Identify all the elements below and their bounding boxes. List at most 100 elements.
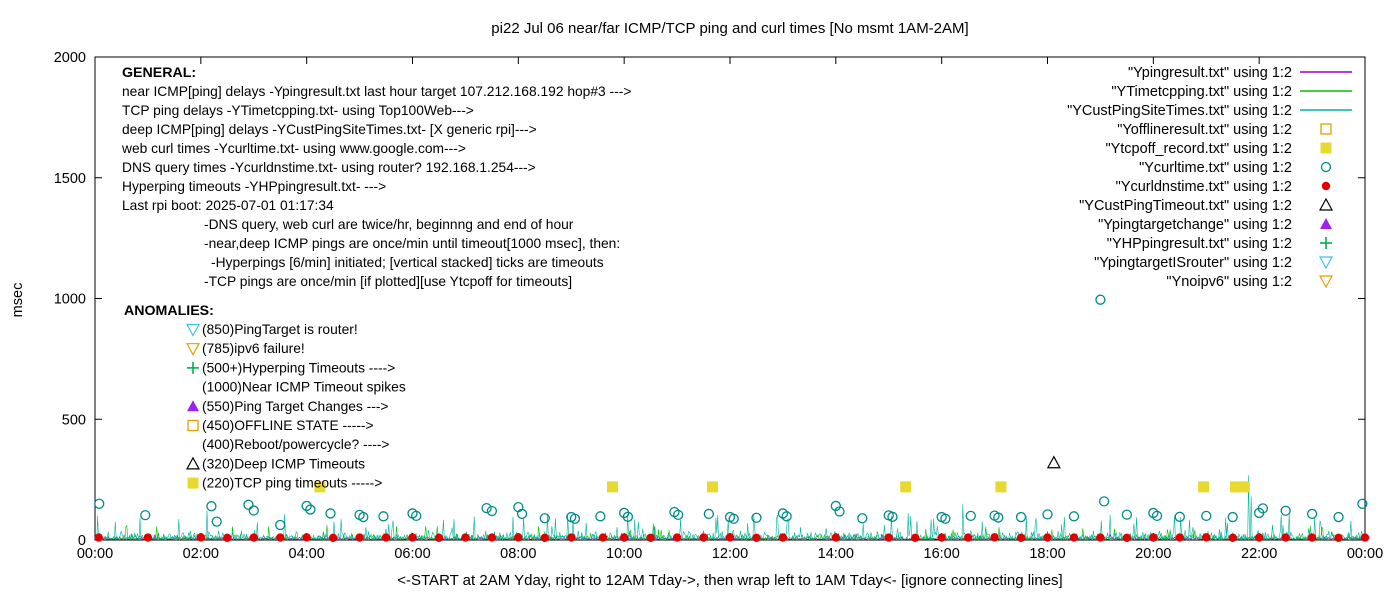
general-line: web curl times -Ycurltime.txt- using www…	[121, 141, 466, 156]
series-point-Ycurldnstime.txt	[598, 533, 608, 542]
series-point-Ycurltime.txt	[1015, 511, 1027, 523]
series-point-Ycurltime.txt	[305, 504, 316, 515]
series-point-Ytcpoff_record.txt	[900, 481, 912, 493]
series-point-Ycurldnstime.txt	[884, 533, 893, 542]
series-point-Ycurltime.txt	[1095, 294, 1106, 305]
series-point-Ycurldnstime.txt	[1281, 533, 1290, 542]
series-point-Ycurldnstime.txt	[1228, 533, 1237, 543]
series-point-Ycurldnstime.txt	[328, 533, 338, 543]
series-point-Ycurltime.txt	[1306, 508, 1318, 520]
x-tick-label: 18:00	[1029, 546, 1065, 562]
x-tick-label: 16:00	[924, 546, 960, 562]
legend-label: "Ynoipv6" using 1:2	[1166, 274, 1292, 290]
x-tick-label: 22:00	[1241, 546, 1277, 562]
anomaly-line: (1000)Near ICMP Timeout spikes	[202, 380, 406, 395]
general-line: Hyperping timeouts -YHPpingresult.txt- -…	[122, 179, 386, 194]
series-point-Ycurldnstime.txt	[434, 533, 444, 543]
series-point-Ycurldnstime.txt	[196, 533, 206, 542]
series-point-Ycurldnstime.txt	[990, 533, 999, 542]
series-point-Ycurltime.txt	[781, 511, 792, 522]
series-point-Ycurltime.txt	[301, 500, 312, 512]
legend-label: "YTimetcpping.txt" using 1:2	[1111, 84, 1292, 100]
series-point-Ycurltime.txt	[411, 510, 422, 521]
anomaly-line: (400)Reboot/powercycle? ---->	[202, 437, 389, 452]
x-tick-label: 12:00	[712, 546, 748, 562]
general-line: near ICMP[ping] delays -Ypingresult.txt …	[122, 84, 631, 99]
anomaly-key-square-open	[187, 419, 199, 432]
series-point-Ycurldnstime.txt	[143, 533, 153, 542]
general-line: -near,deep ICMP pings are once/min until…	[204, 236, 620, 251]
general-line: Last rpi boot: 2025-07-01 01:17:34	[122, 198, 334, 213]
legend-marker-sample	[1320, 161, 1332, 173]
series-point-Ycurltime.txt	[1280, 505, 1291, 516]
series-point-Ycurldnstime.txt	[1360, 533, 1370, 542]
legend-label: "Ytcpoff_record.txt" using 1:2	[1105, 141, 1292, 157]
series-point-Ycurltime.txt	[569, 513, 581, 524]
series-point-Ycurltime.txt	[275, 519, 286, 531]
legend-marker-sample	[1320, 218, 1332, 229]
series-point-Ytcpoff_record.txt	[607, 481, 619, 493]
series-point-Ycurltime.txt	[1042, 509, 1053, 520]
series-point-Ycurltime.txt	[1098, 496, 1110, 507]
series-point-Ycurldnstime.txt	[1307, 533, 1317, 542]
series-point-Ycurldnstime.txt	[514, 533, 523, 542]
series-point-Ycurltime.txt	[857, 513, 868, 524]
series-point-Ycurltime.txt	[1151, 510, 1163, 521]
series-point-Ytcpoff_record.txt	[1198, 481, 1210, 493]
series-point-Ycurltime.txt	[378, 511, 389, 522]
y-tick-label: 0	[78, 533, 86, 549]
y-tick-label: 2000	[54, 50, 86, 66]
series-point-Ycurltime.txt	[243, 499, 254, 510]
series-point-Ycurltime.txt	[728, 513, 739, 524]
anomaly-line: (550)Ping Target Changes --->	[202, 399, 389, 414]
anomaly-key-triangle-down-open	[185, 323, 201, 337]
series-point-Ycurldnstime.txt	[911, 533, 920, 543]
series-point-Ycurldnstime.txt	[355, 533, 364, 542]
series-point-Ycurldnstime.txt	[276, 533, 285, 542]
series-point-Ycurltime.txt	[94, 498, 105, 509]
anomaly-line: (220)TCP ping timeouts ----->	[202, 476, 382, 491]
series-point-Ycurldnstime.txt	[619, 533, 629, 542]
series-point-Ycurldnstime.txt	[725, 533, 735, 542]
series-point-Ycurldnstime.txt	[699, 533, 708, 542]
series-point-Ycurldnstime.txt	[1175, 533, 1184, 542]
x-tick-label: 08:00	[500, 546, 536, 562]
legend-marker-sample	[1320, 123, 1332, 135]
anomaly-line: (320)Deep ICMP Timeouts	[202, 456, 365, 471]
series-point-Ycurldnstime.txt	[963, 533, 973, 542]
series-point-Ycurltime.txt	[751, 512, 762, 523]
series-point-Ycurltime.txt	[830, 500, 841, 512]
series-point-Ycurldnstime.txt	[672, 533, 682, 542]
legend-label: "YCustPingSiteTimes.txt" using 1:2	[1067, 103, 1292, 119]
series-point-Ycurltime.txt	[595, 511, 606, 522]
series-point-Ycurltime.txt	[703, 508, 714, 520]
series-point-Ycurltime.txt	[1257, 503, 1269, 514]
legend-label: "Yofflineresult.txt" using 1:2	[1117, 122, 1292, 138]
series-point-Ycurltime.txt	[486, 505, 498, 517]
y-tick-label: 500	[62, 412, 86, 428]
series-point-Ycurltime.txt	[622, 511, 634, 522]
series-point-Ycurldnstime.txt	[408, 533, 417, 542]
series-point-Ycurldnstime.txt	[1016, 533, 1026, 543]
series-point-Ycurltime.txt	[481, 502, 492, 514]
series-point-Ycurldnstime.txt	[778, 533, 788, 542]
series-point-Ytcpoff_record.txt	[1229, 481, 1241, 493]
series-point-Ycurltime.txt	[140, 509, 151, 521]
anomaly-key-triangle-up-filled	[187, 400, 199, 412]
anomaly-key-square-filled	[187, 477, 199, 489]
series-point-Ycurldnstime.txt	[223, 533, 232, 543]
anomaly-key-triangle-up-open	[185, 456, 201, 470]
x-tick-label: 10:00	[606, 546, 642, 562]
series-point-Ytcpoff_record.txt	[995, 481, 1007, 493]
series-point-Ycurldnstime.txt	[1096, 533, 1105, 542]
series-point-Ycurldnstime.txt	[540, 533, 549, 543]
y-tick-label: 1000	[54, 292, 86, 308]
series-point-Ytcpoff_record.txt	[707, 481, 719, 493]
anomaly-line: (785)ipv6 failure!	[202, 341, 305, 356]
anomaly-line: (450)OFFLINE STATE ----->	[202, 418, 374, 433]
series-point-Ycurldnstime.txt	[1122, 533, 1132, 543]
series-point-Ycurldnstime.txt	[487, 533, 497, 542]
series-point-Ycurltime.txt	[516, 508, 528, 520]
